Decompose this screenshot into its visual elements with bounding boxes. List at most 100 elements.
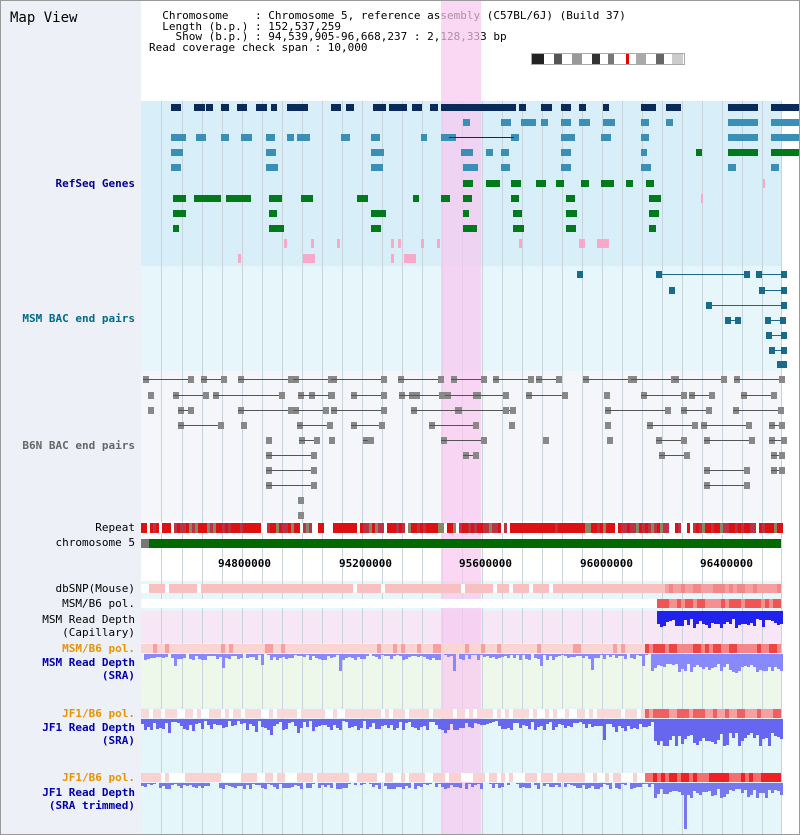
repeat-segment [231, 523, 234, 533]
depth-bar [648, 719, 651, 726]
b6n-bac-link [297, 425, 327, 426]
depth-bar [294, 783, 297, 785]
heat-cell [365, 599, 369, 608]
heat-cell [401, 709, 405, 718]
grid-line [362, 101, 363, 834]
label-refseq[interactable]: RefSeq Genes [55, 177, 135, 190]
repeat-segment [210, 523, 213, 533]
repeat-segment [705, 523, 708, 533]
heat-cell [453, 584, 457, 593]
heat-cell [685, 709, 689, 718]
depth-bar [465, 654, 468, 655]
heat-cell [761, 584, 765, 593]
refseq-gene [173, 225, 179, 232]
depth-bar [669, 654, 672, 664]
heat-cell [609, 773, 613, 782]
repeat-segment [165, 523, 168, 533]
heat-cell [321, 709, 325, 718]
repeat-segment [591, 523, 594, 533]
depth-bar [705, 719, 708, 741]
heat-cell [173, 599, 177, 608]
heat-cell [457, 773, 461, 782]
heat-cell [313, 584, 317, 593]
depth-bar [723, 719, 726, 746]
heat-cell [669, 644, 673, 653]
repeat-segment [489, 523, 492, 533]
depth-bar [348, 719, 351, 728]
repeat-segment [318, 523, 321, 533]
repeat-segment [444, 523, 447, 533]
depth-bar [642, 783, 645, 784]
heat-cell [425, 773, 429, 782]
heat-cell [265, 773, 269, 782]
repeat-segment [216, 523, 219, 533]
refseq-gene [641, 104, 656, 111]
b6n-bac-link [201, 379, 221, 380]
repeat-segment [405, 523, 408, 533]
heat-cell [721, 644, 725, 653]
heat-cell [273, 644, 277, 653]
depth-bar [318, 783, 321, 788]
repeat-segment [543, 523, 546, 533]
heat-cell [737, 644, 741, 653]
depth-bar [684, 783, 687, 829]
repeat-segment [780, 523, 783, 533]
depth-bar [231, 783, 234, 787]
depth-bar [207, 719, 210, 725]
heat-cell [145, 644, 149, 653]
chromosome-ideogram[interactable] [531, 53, 685, 65]
repeat-segment [192, 523, 195, 533]
refseq-gene [461, 149, 473, 156]
depth-bar [252, 783, 255, 784]
heat-cell [233, 644, 237, 653]
heat-cell [649, 644, 653, 653]
depth-bar [255, 783, 258, 785]
refseq-gene [346, 104, 354, 111]
depth-bar [621, 783, 624, 784]
heat-cell [181, 584, 185, 593]
refseq-gene [237, 104, 247, 111]
heat-cell [589, 599, 593, 608]
heat-cell [345, 709, 349, 718]
depth-bar [483, 654, 486, 657]
grid-line [322, 101, 323, 834]
depth-bar [657, 783, 660, 794]
label-b6n-bac[interactable]: B6N BAC end pairs [22, 439, 135, 452]
heat-cell [605, 584, 609, 593]
msm-bac-link [766, 335, 781, 336]
depth-bar [672, 611, 675, 620]
heat-cell [261, 599, 265, 608]
heat-cell [589, 709, 593, 718]
heat-cell [385, 584, 389, 593]
depth-bar [579, 719, 582, 722]
depth-bar [507, 719, 510, 728]
heat-cell [313, 773, 317, 782]
heat-cell [197, 644, 201, 653]
depth-bar [666, 611, 669, 622]
heat-cell [637, 584, 641, 593]
heat-cell [289, 773, 293, 782]
heat-cell [693, 584, 697, 593]
depth-bar [336, 783, 339, 789]
label-msm-bac[interactable]: MSM BAC end pairs [22, 312, 135, 325]
b6n-bac-link [331, 379, 381, 380]
heat-cell [733, 773, 737, 782]
heat-cell [193, 709, 197, 718]
heat-cell [517, 599, 521, 608]
heat-cell [609, 644, 613, 653]
repeat-segment [345, 523, 348, 533]
depth-bar [678, 783, 681, 792]
depth-bar [201, 654, 204, 660]
grid-line [282, 101, 283, 834]
heat-cell [209, 599, 213, 608]
heat-cell [545, 584, 549, 593]
repeat-segment [474, 523, 477, 533]
depth-bar [345, 654, 348, 658]
heat-cell [429, 599, 433, 608]
heat-cell [449, 709, 453, 718]
heat-cell [313, 644, 317, 653]
heat-cell [441, 709, 445, 718]
repeat-segment [351, 523, 354, 533]
repeat-segment [603, 523, 606, 533]
depth-bar [678, 719, 681, 736]
